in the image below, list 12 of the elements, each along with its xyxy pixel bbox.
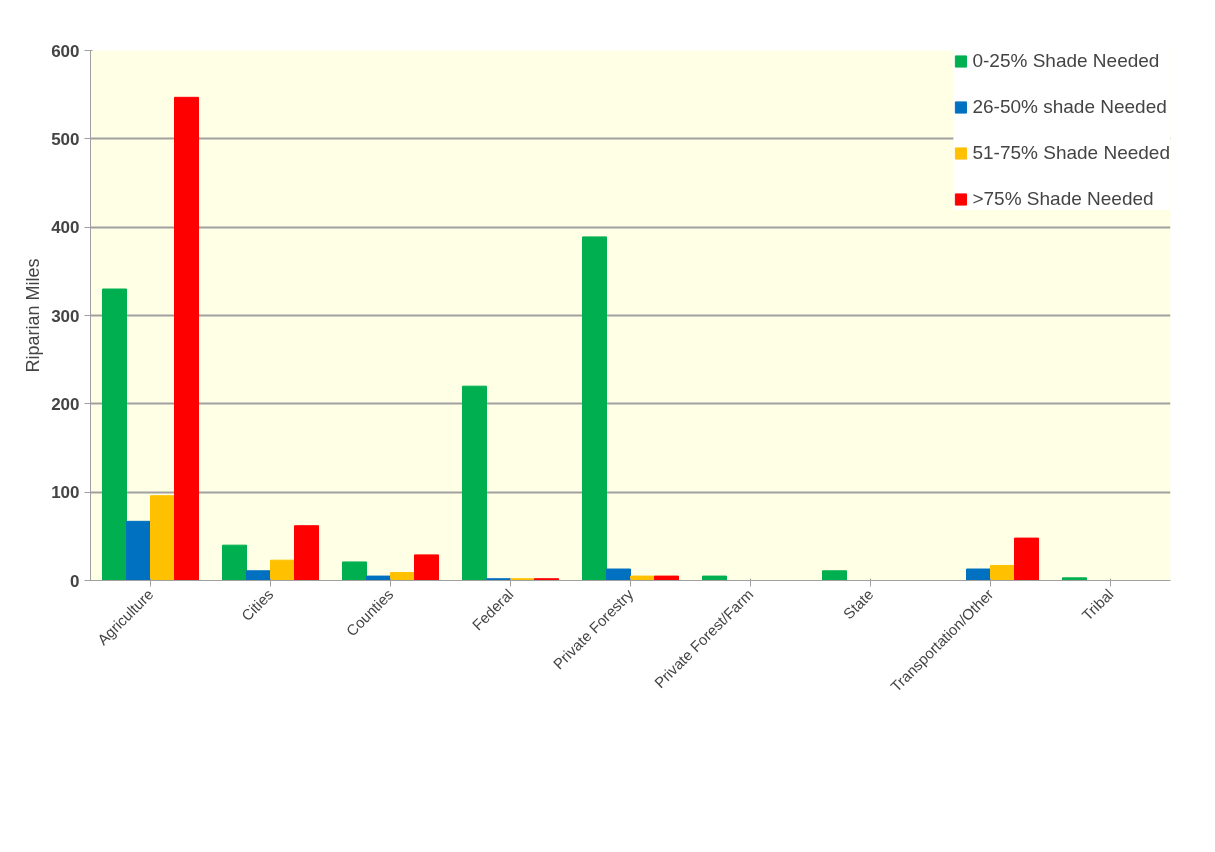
y-tick-label: 400 [51, 218, 80, 238]
legend-label: 26-50% shade Needed [972, 96, 1167, 118]
legend-label: >75% Shade Needed [972, 188, 1154, 210]
y-tick-label: 600 [51, 41, 80, 61]
y-tick-label: 100 [51, 483, 80, 503]
y-axis-title: Riparian Miles [23, 258, 44, 373]
y-tick-label: 500 [51, 129, 80, 149]
y-tick-label: 0 [70, 571, 80, 591]
y-tick-label: 300 [51, 306, 80, 326]
y-tick-label: 200 [51, 394, 80, 414]
legend-label: 0-25% Shade Needed [972, 50, 1160, 72]
legend-label: 51-75% Shade Needed [972, 142, 1170, 164]
